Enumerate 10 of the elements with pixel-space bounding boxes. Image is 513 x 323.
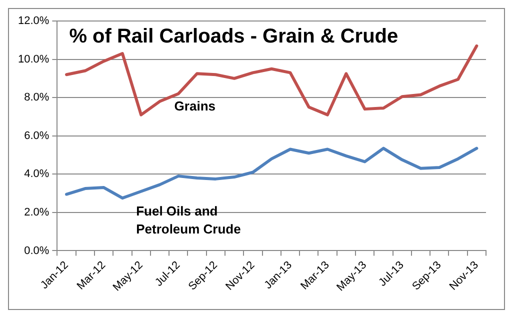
- series-label: Fuel Oils and Petroleum Crude: [136, 203, 241, 236]
- y-tick-label: 4.0%: [24, 168, 50, 180]
- series-label: Grains: [174, 98, 216, 114]
- y-tick-label: 12.0%: [18, 15, 50, 28]
- y-tick-label: 2.0%: [24, 206, 50, 218]
- y-tick-label: 8.0%: [24, 92, 50, 104]
- chart-title: % of Rail Carloads - Grain & Crude: [69, 26, 398, 48]
- y-tick-label: 0.0%: [24, 244, 50, 257]
- y-tick-label: 10.0%: [18, 53, 50, 66]
- y-tick-label: 6.0%: [24, 130, 50, 142]
